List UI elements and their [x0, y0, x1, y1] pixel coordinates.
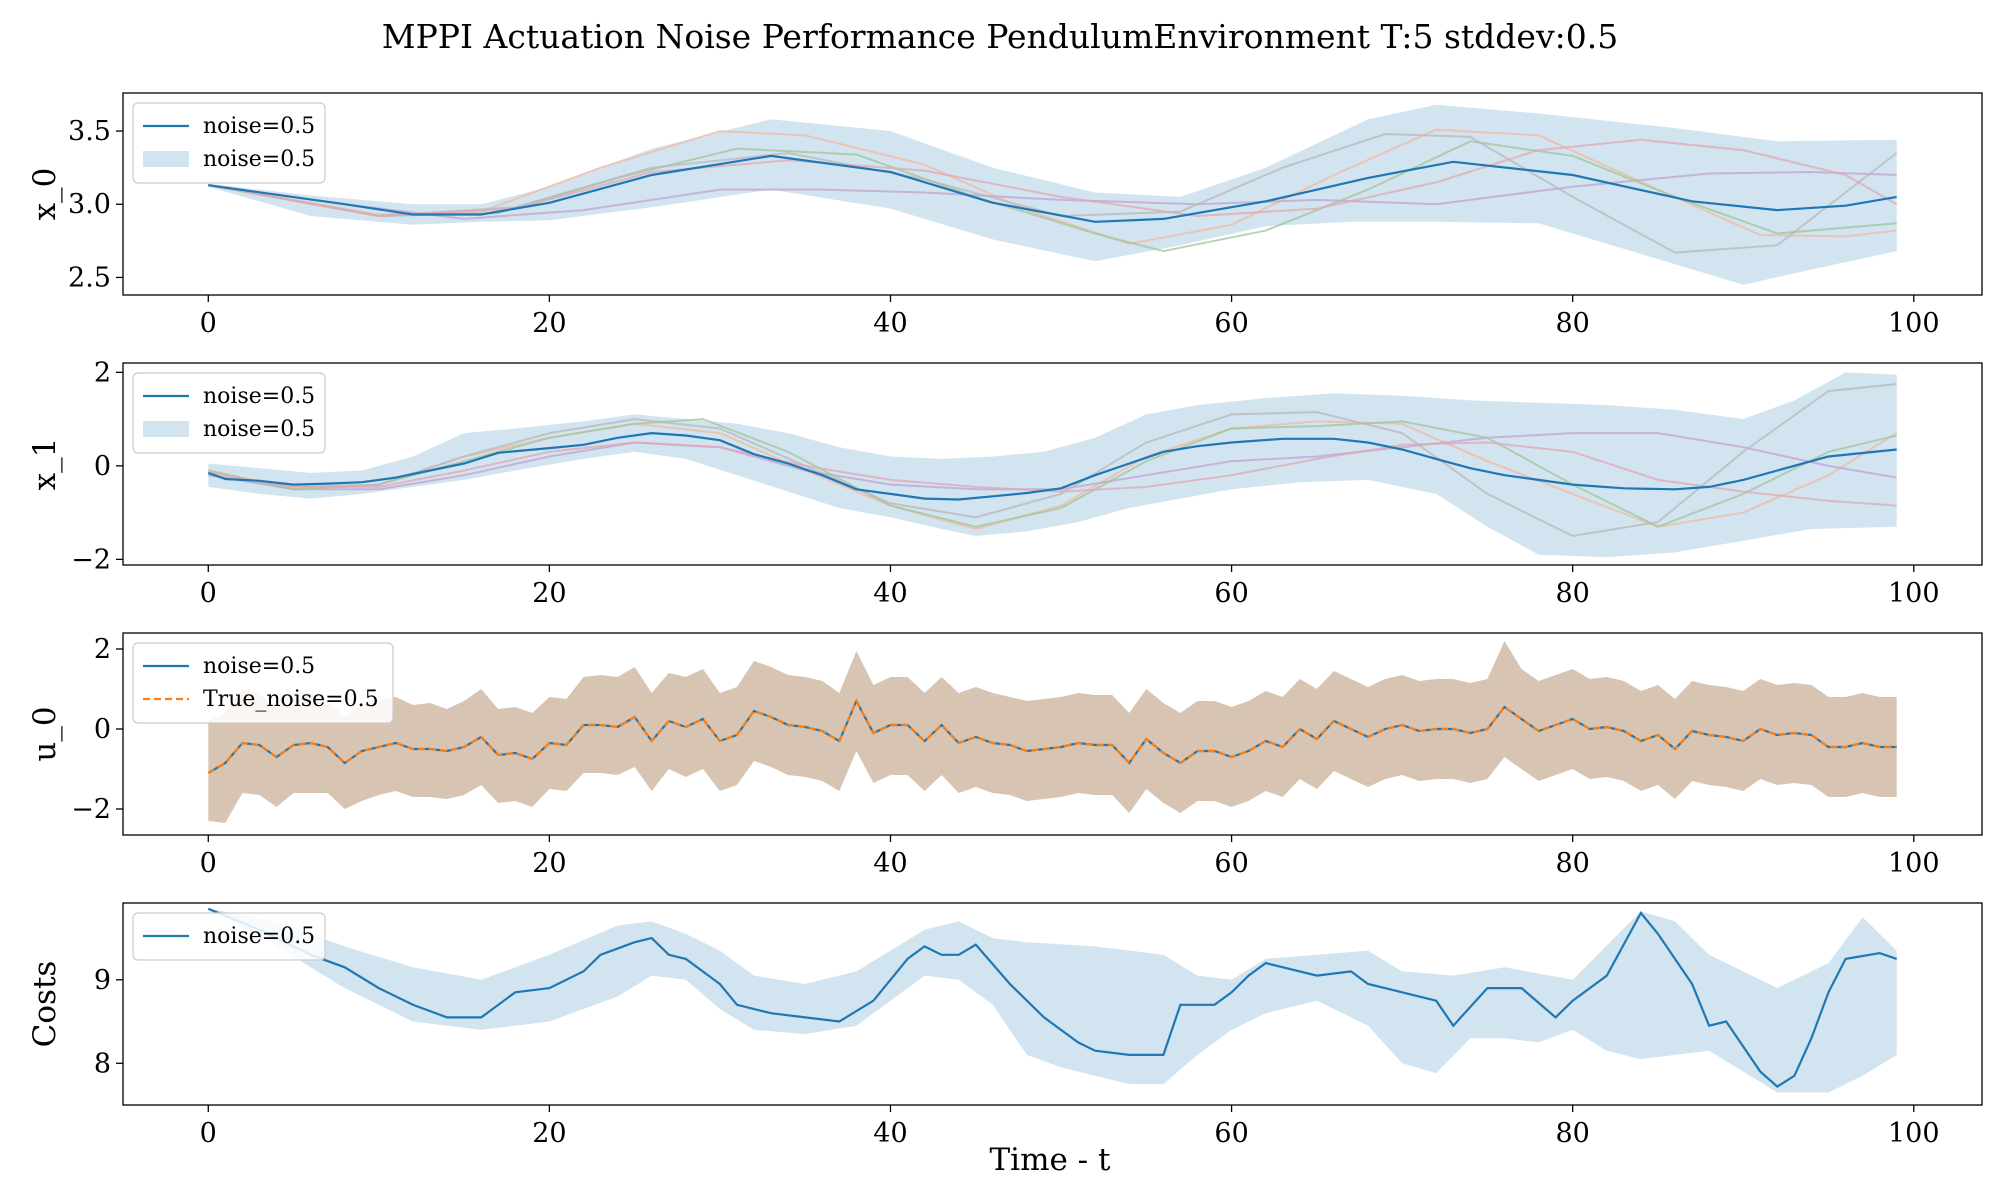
subplot-x_1: 0 20 40 60 80 100 −2 0 2 x_1 noise=0.5 noise=0.5: [27, 357, 1983, 609]
x-tick-label: 80: [1555, 578, 1589, 609]
x-tick-label: 60: [1214, 578, 1248, 609]
confidence-band: [208, 908, 1897, 1093]
legend-label: noise=0.5: [203, 924, 315, 949]
x-tick-label: 20: [532, 1118, 566, 1149]
sample-trajectory-3: [208, 418, 1897, 528]
y-axis-label: Costs: [27, 961, 63, 1048]
legend: noise=0.5 noise=0.5: [132, 372, 326, 454]
legend-label: noise=0.5: [203, 417, 315, 442]
x-tick-label: 40: [873, 1118, 907, 1149]
x-tick-label: 80: [1555, 1118, 1589, 1149]
true-noise-line: [207, 698, 1897, 774]
legend-label: noise=0.5: [203, 114, 315, 139]
axes-frame: [122, 902, 1983, 1106]
sample-trajectory-4: [208, 383, 1897, 538]
y-tick-label: −2: [71, 794, 111, 825]
x-tick-label: 40: [873, 848, 907, 879]
legend-box: [132, 642, 394, 724]
sample-trajectory-1: [208, 420, 1898, 531]
x-tick-label: 100: [1888, 308, 1940, 339]
axes-frame: [122, 362, 1983, 566]
y-tick-label: 3.5: [68, 116, 111, 147]
x-tick-label: 0: [200, 1118, 217, 1149]
x-tick-label: 0: [200, 848, 217, 879]
legend-label: noise=0.5: [203, 654, 315, 679]
x-tick-label: 40: [873, 308, 907, 339]
axes-frame: [122, 92, 1983, 296]
x-tick-label: 0: [200, 578, 217, 609]
axes-frame: [122, 632, 1983, 836]
y-axis-label: x_1: [27, 438, 63, 491]
x-tick-label: 20: [532, 848, 566, 879]
subplot-x_0: 0 20 40 60 80 1002.53.03.5x_0noise=0.5noise=0…: [27, 92, 1983, 339]
legend: noise=0.5: [132, 912, 326, 961]
mean-line: [207, 907, 1898, 1088]
y-tick-label: 2: [94, 357, 111, 388]
y-tick-label: 0: [94, 451, 111, 482]
subplot-Costs: 0 20 40 60 80 100 8 9 Costs noise=0.5: [27, 902, 1983, 1149]
subplot-u_0: 0 20 40 60 80 100 −2 0 2 u_0 noise=0.5 True_noise=0…: [27, 632, 1983, 879]
x-axis-label: Time - t: [990, 1142, 1112, 1178]
y-axis-label: x_0: [27, 168, 63, 221]
legend-box: [132, 372, 326, 454]
legend-band-swatch: [143, 151, 189, 167]
sample-trajectory-1: [208, 128, 1897, 245]
x-tick-label: 80: [1555, 848, 1589, 879]
plot-area: [207, 907, 1898, 1093]
legend-label: True_noise=0.5: [203, 687, 379, 712]
x-tick-label: 80: [1555, 308, 1589, 339]
y-tick-label: 2.5: [68, 262, 111, 293]
x-tick-label: 60: [1214, 848, 1248, 879]
y-tick-label: −2: [71, 544, 111, 575]
y-tick-label: 9: [94, 965, 111, 996]
legend-box: [132, 912, 326, 961]
figure-title: MPPI Actuation Noise Performance Pendulu…: [382, 17, 1618, 56]
plot-area: [208, 104, 1898, 285]
plot-area: [207, 641, 1897, 823]
legend-box: [132, 102, 326, 184]
legend-label: noise=0.5: [203, 384, 315, 409]
x-tick-label: 40: [873, 578, 907, 609]
y-tick-label: 3.0: [68, 189, 111, 220]
x-tick-label: 60: [1214, 1118, 1248, 1149]
sample-trajectory-2: [208, 170, 1897, 220]
x-tick-label: 20: [532, 308, 566, 339]
x-tick-label: 100: [1888, 848, 1940, 879]
sample-trajectory-5: [208, 138, 1898, 218]
mean-line: [207, 431, 1897, 501]
confidence-band: [208, 641, 1897, 823]
legend: noise=0.5 noise=0.5: [132, 102, 326, 184]
x-tick-label: 0: [200, 308, 217, 339]
legend-label: noise=0.5: [203, 147, 315, 172]
legend: noise=0.5 True_noise=0.5: [132, 642, 394, 724]
legend-band-swatch: [143, 421, 189, 437]
x-tick-label: 100: [1888, 578, 1940, 609]
x-tick-label: 60: [1214, 308, 1248, 339]
mean-line: [208, 154, 1897, 223]
y-tick-label: 0: [94, 714, 111, 745]
sample-trajectory-4: [208, 132, 1898, 254]
y-tick-label: 8: [94, 1048, 111, 1079]
y-axis-label: u_0: [27, 706, 63, 761]
confidence-band: [208, 372, 1897, 558]
sample-trajectory-5: [208, 441, 1897, 507]
x-tick-label: 20: [532, 578, 566, 609]
plot-area: [207, 372, 1898, 558]
x-tick-label: 100: [1888, 1118, 1940, 1149]
y-tick-label: 2: [94, 634, 111, 665]
